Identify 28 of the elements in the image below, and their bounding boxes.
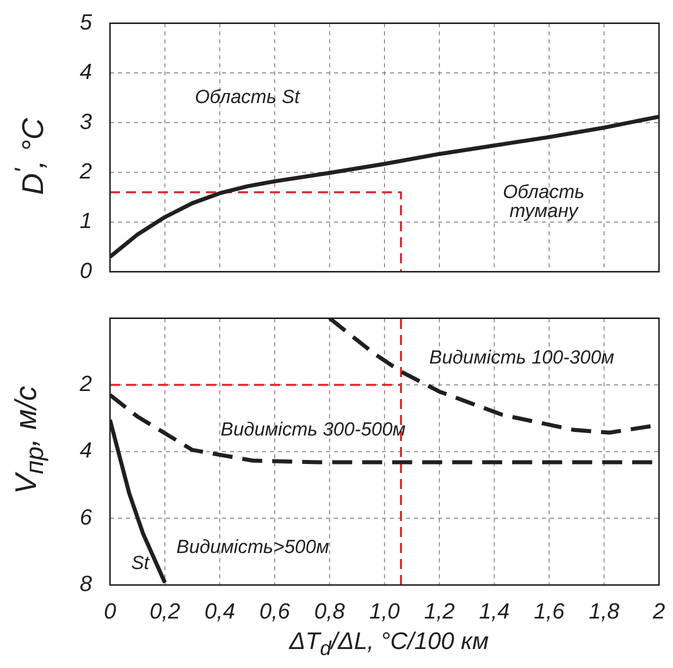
y-tick-label: 8	[80, 571, 93, 596]
x-tick-label: 0,4	[204, 598, 236, 624]
y-tick-label: 5	[80, 9, 93, 34]
x-tick-label: 0	[104, 598, 117, 624]
annotation: Видимість 300-500м	[220, 420, 406, 441]
x-axis-title: ΔT$_{d}$/ΔL, °C/100 км	[288, 628, 490, 661]
y-tick-label: 4	[80, 438, 92, 463]
x-tick-label: 1,4	[479, 598, 510, 624]
y-tick-label: 3	[80, 108, 93, 134]
annotation: Видимість 100-300м	[429, 348, 614, 368]
x-tick-label: 1,6	[534, 598, 566, 624]
annotation: Область St	[194, 87, 300, 108]
y-tick-label: 2	[78, 158, 92, 184]
x-tick-label: 2	[652, 598, 666, 624]
x-tick-label: 1,8	[588, 598, 620, 624]
x-tick-label: 1,0	[369, 598, 401, 624]
x-tick-label: 0,6	[259, 598, 291, 624]
annotation: St	[131, 552, 150, 574]
x-tick-label: 1,2	[424, 598, 455, 624]
y-tick-label: 0	[80, 258, 93, 283]
y-tick-label: 4	[80, 59, 92, 84]
y-tick-label: 6	[80, 504, 93, 530]
y-tick-label: 2	[78, 371, 92, 396]
y-tick-label: 1	[80, 208, 92, 234]
x-tick-label: 0,2	[150, 598, 180, 624]
annotation: Область туману	[502, 182, 585, 222]
x-tick-label: 0,8	[314, 598, 346, 624]
annotation: Видимість>500м	[176, 536, 330, 558]
